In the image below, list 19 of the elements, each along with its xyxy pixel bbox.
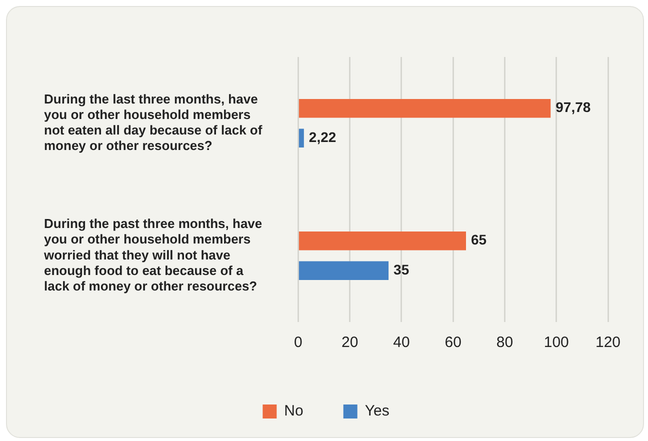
y-tick-label: During the last three months, have you or other household members not eaten all day because of lack of money or other resources? xyxy=(44,91,263,154)
x-tick-label: 80 xyxy=(496,334,514,352)
data-label: 2,22 xyxy=(308,129,336,146)
x-tick-label: 100 xyxy=(544,334,569,352)
bar xyxy=(298,98,551,118)
x-tick-label: 60 xyxy=(444,334,462,352)
x-tick-label: 120 xyxy=(595,334,621,352)
data-label: 97,78 xyxy=(556,99,591,116)
bar xyxy=(298,128,304,148)
bar xyxy=(298,261,389,280)
x-tick-label: 0 xyxy=(294,334,302,352)
legend-label: Yes xyxy=(364,402,390,420)
bar xyxy=(298,231,466,250)
x-tick-label: 40 xyxy=(393,334,410,352)
legend-label: No xyxy=(284,402,304,420)
data-label: 35 xyxy=(394,262,410,278)
data-label: 65 xyxy=(471,232,487,248)
x-tick-label: 20 xyxy=(341,334,358,352)
y-tick-label: During the past three months, have you or other household members worried that they will not have enough food to eat because of a lack of money or other resources? xyxy=(43,216,262,294)
